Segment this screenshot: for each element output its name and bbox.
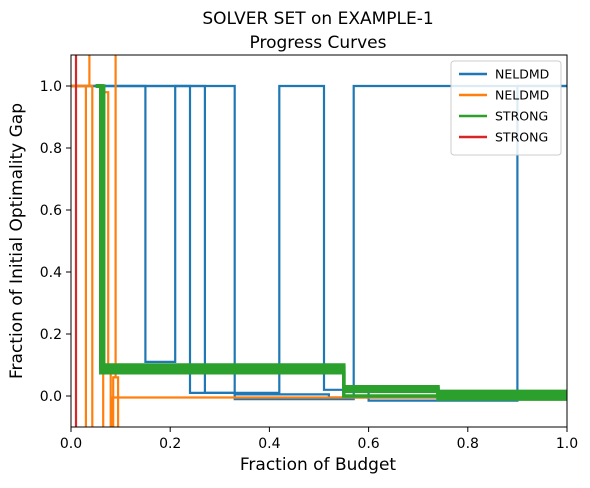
x-tick-label: 0.4 bbox=[258, 436, 280, 452]
series-line-7 bbox=[112, 55, 117, 427]
y-axis-label: Fraction of Initial Optimality Gap bbox=[7, 103, 27, 379]
chart-subtitle: Progress Curves bbox=[250, 33, 387, 53]
x-tick-label: 0.0 bbox=[60, 436, 82, 452]
series-line-9 bbox=[110, 396, 438, 427]
y-tick-label: 0.0 bbox=[40, 389, 62, 405]
x-axis: 0.0 0.2 0.4 0.6 0.8 1.0 bbox=[60, 427, 578, 452]
series-line-14 bbox=[95, 84, 567, 397]
legend-label: NELDMD bbox=[495, 88, 549, 103]
legend-label: STRONG bbox=[495, 109, 548, 124]
y-tick-label: 1.0 bbox=[40, 79, 62, 95]
series-layer bbox=[71, 55, 567, 427]
y-tick-label: 0.4 bbox=[40, 265, 62, 281]
legend-label: STRONG bbox=[495, 130, 548, 145]
y-tick-label: 0.6 bbox=[40, 203, 62, 219]
series-line-4 bbox=[71, 55, 91, 88]
x-axis-label: Fraction of Budget bbox=[240, 455, 397, 475]
legend-box bbox=[450, 60, 562, 156]
legend: NELDMD NELDMD STRONG STRONG bbox=[450, 60, 562, 156]
y-tick-label: 0.2 bbox=[40, 327, 62, 343]
series-line-8 bbox=[113, 376, 120, 427]
x-tick-label: 0.8 bbox=[457, 436, 479, 452]
x-tick-label: 1.0 bbox=[556, 436, 578, 452]
x-tick-label: 0.6 bbox=[357, 436, 379, 452]
x-tick-label: 0.2 bbox=[159, 436, 181, 452]
y-axis: 0.0 0.2 0.4 0.6 0.8 1.0 bbox=[40, 79, 71, 405]
series-line-0 bbox=[71, 84, 567, 401]
plot-frame bbox=[70, 54, 568, 428]
legend-label: NELDMD bbox=[495, 67, 549, 82]
series-line-5 bbox=[71, 84, 94, 427]
y-tick-label: 0.8 bbox=[40, 141, 62, 157]
series-line-3 bbox=[71, 84, 88, 427]
series-line-1 bbox=[71, 84, 567, 402]
chart-title: SOLVER SET on EXAMPLE-1 bbox=[202, 9, 433, 29]
